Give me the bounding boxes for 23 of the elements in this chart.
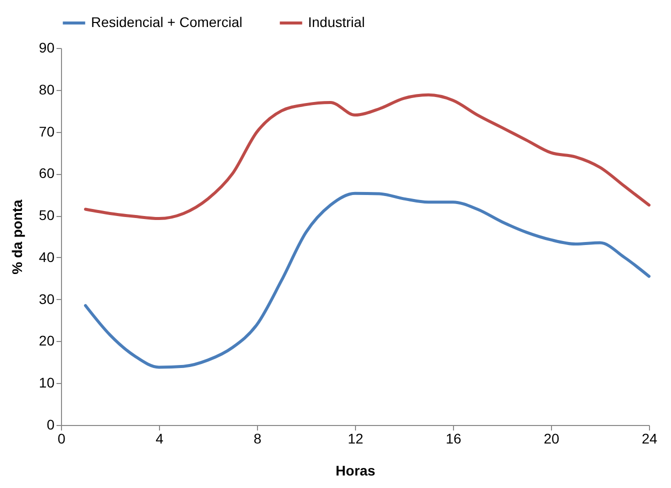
x-tick-label: 8 <box>254 430 262 446</box>
y-tick-label: 50 <box>38 207 55 224</box>
legend-label: Residencial + Comercial <box>91 14 242 30</box>
x-tick-label: 16 <box>446 430 462 446</box>
y-tick-label: 30 <box>38 290 55 307</box>
line-series <box>84 93 650 220</box>
y-tick-label: 90 <box>38 40 55 56</box>
y-tick-label: 0 <box>46 416 55 432</box>
x-axis-title: Horas <box>336 462 376 478</box>
y-axis-title: % da ponta <box>8 199 25 274</box>
y-tick-label: 40 <box>38 248 55 265</box>
x-tick-label: 0 <box>58 430 66 446</box>
y-tick-label: 70 <box>38 123 55 140</box>
y-tick-label: 20 <box>38 332 55 349</box>
x-tick-label: 4 <box>156 430 164 446</box>
legend-label: Industrial <box>308 14 365 30</box>
line-series <box>84 192 650 369</box>
x-tick-label: 12 <box>348 430 364 446</box>
x-tick-label: 20 <box>544 430 560 446</box>
x-tick-label: 24 <box>642 430 658 446</box>
y-tick-label: 80 <box>38 81 55 98</box>
y-tick-label: 60 <box>38 165 55 182</box>
y-tick-label: 10 <box>38 374 55 391</box>
